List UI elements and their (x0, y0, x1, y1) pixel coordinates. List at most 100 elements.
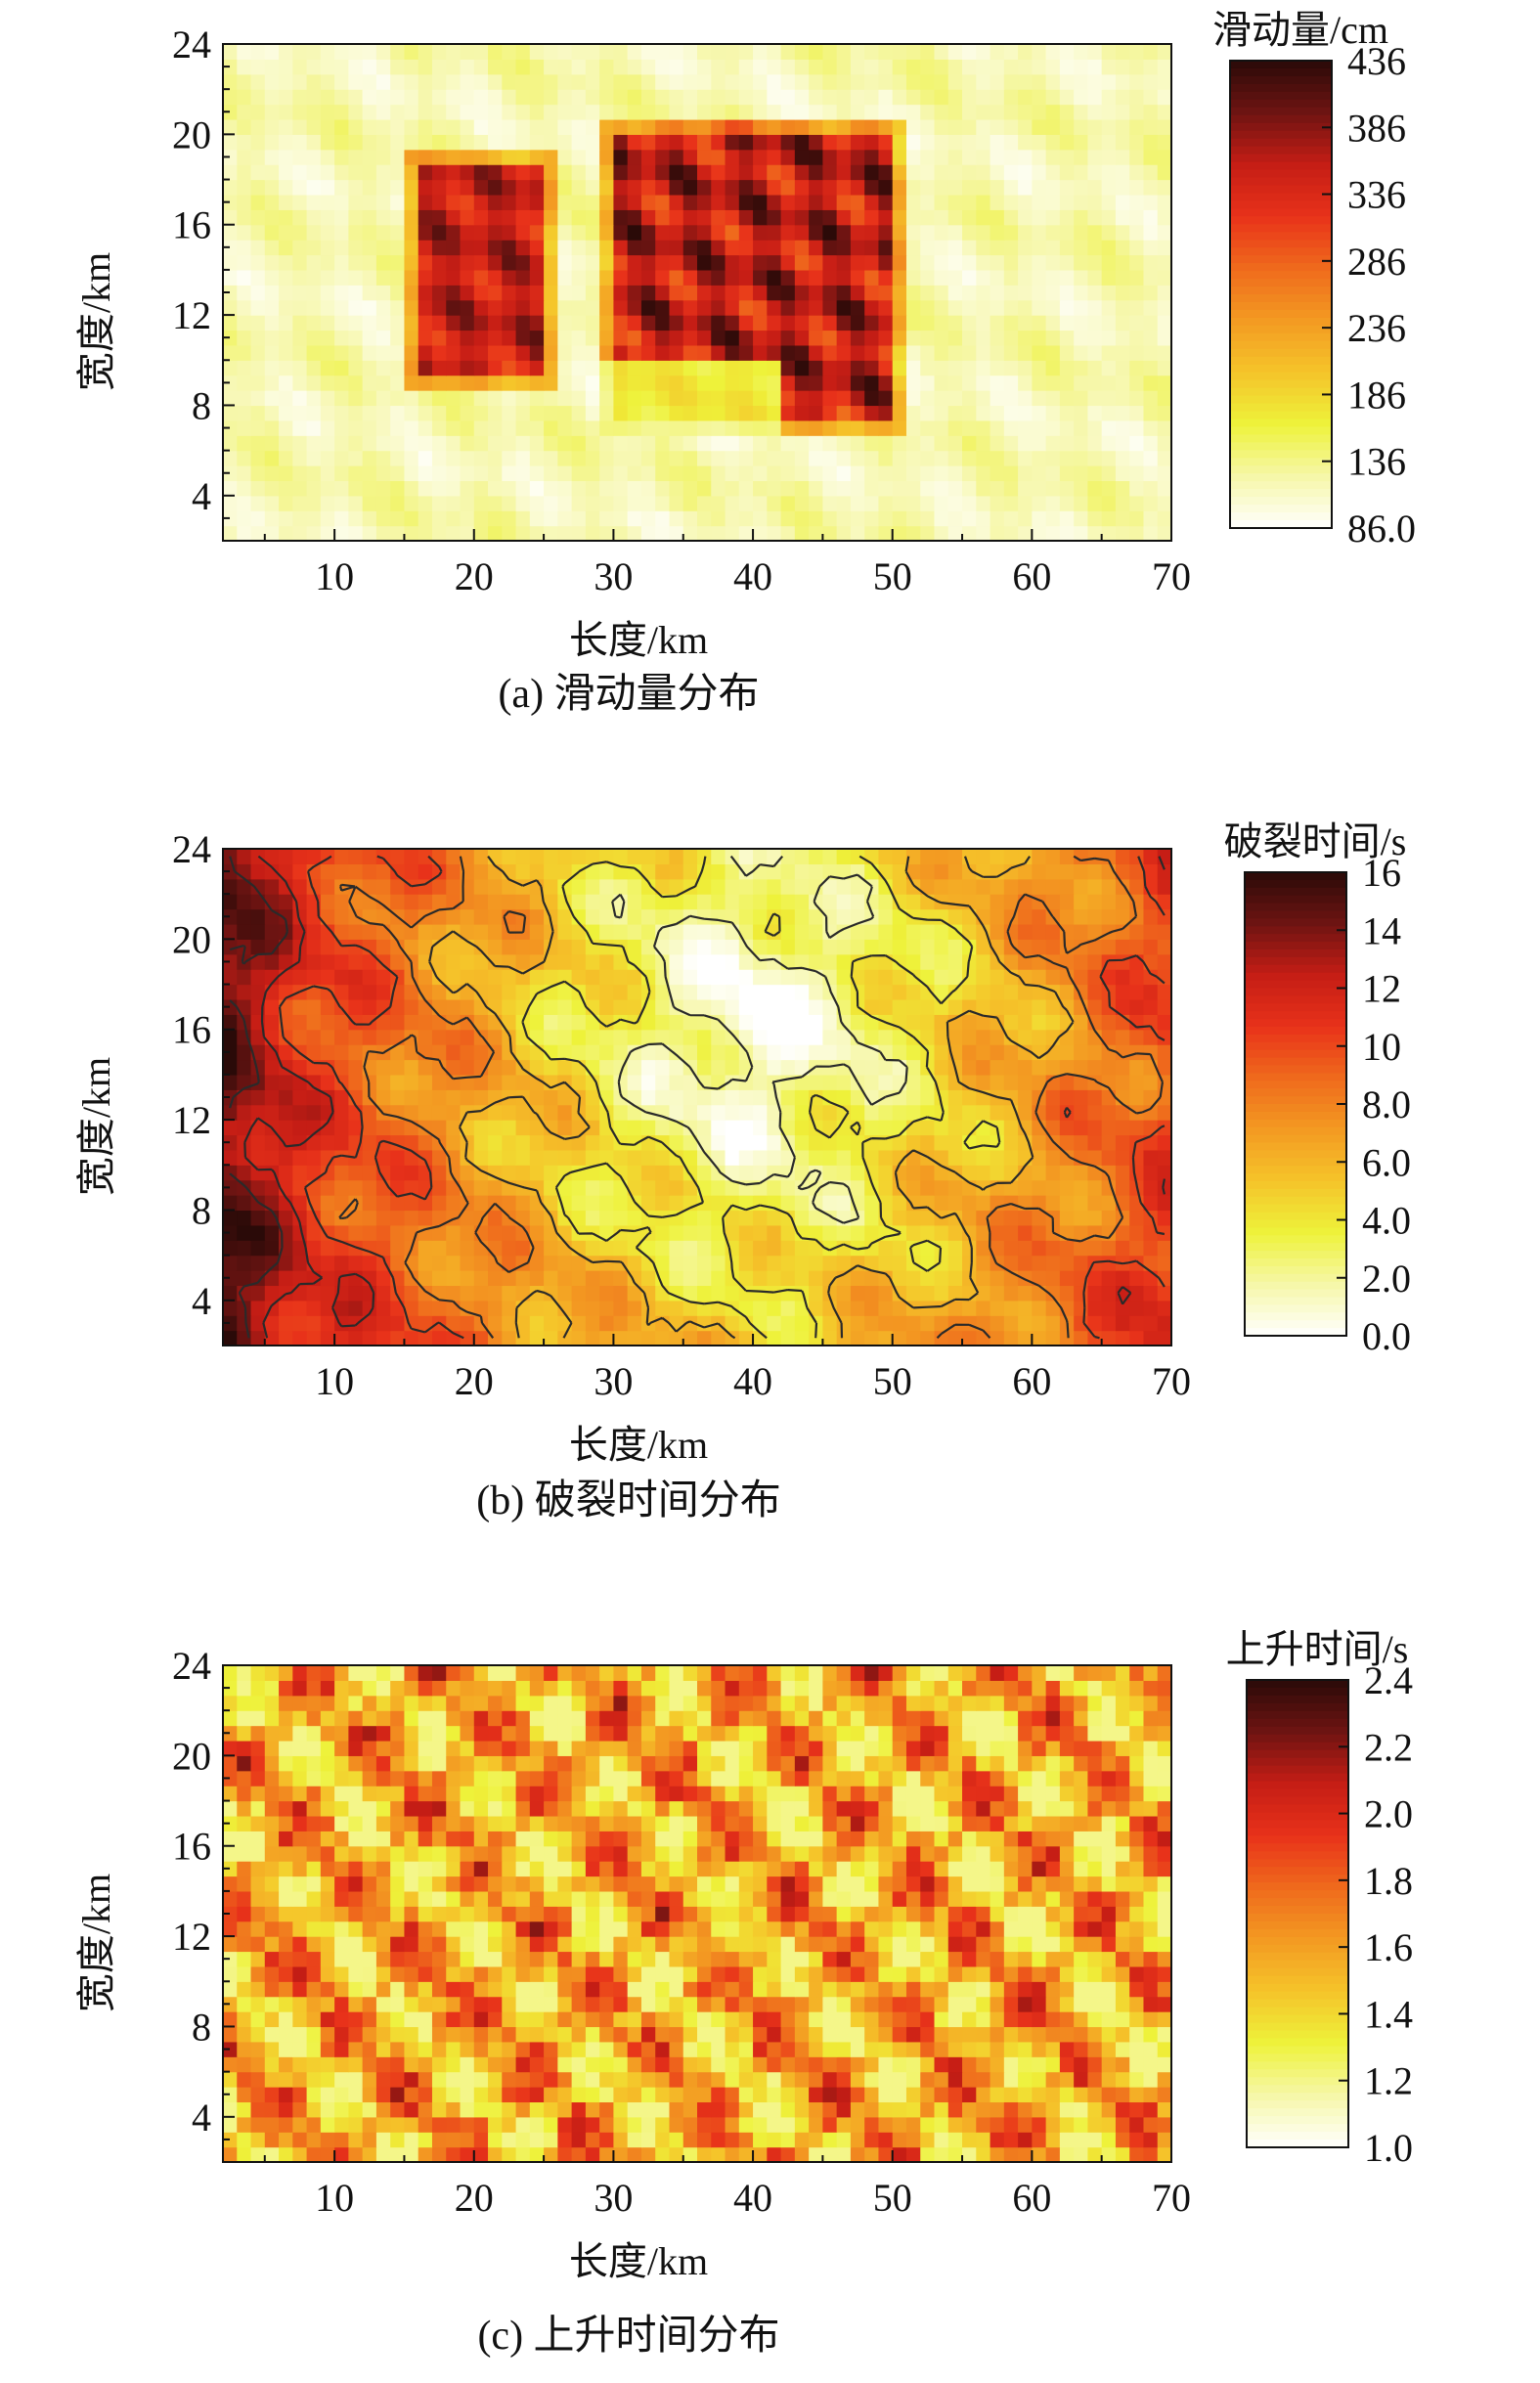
heatmap-cell (822, 1120, 838, 1136)
heatmap-cell (544, 419, 558, 436)
heatmap-cell (613, 1120, 629, 1136)
heatmap-cell (976, 224, 991, 241)
heatmap-cell (934, 953, 949, 970)
heatmap-cell (1087, 240, 1103, 256)
heatmap-cell (571, 375, 587, 391)
heatmap-cell (264, 254, 280, 271)
heatmap-cell (850, 939, 865, 955)
heatmap-cell (557, 2116, 573, 2133)
heatmap-cell (1143, 525, 1159, 542)
heatmap-cell (1087, 450, 1103, 466)
heatmap-cell (264, 1134, 280, 1151)
heatmap-cell (571, 269, 587, 286)
heatmap-cell (780, 1089, 796, 1106)
heatmap-cell (878, 2116, 894, 2133)
heatmap-cell (264, 360, 280, 376)
heatmap-cell (334, 894, 349, 910)
heatmap-cell (878, 344, 894, 361)
heatmap-cell (711, 44, 726, 60)
heatmap-cell (404, 939, 419, 955)
heatmap-cell (780, 849, 796, 864)
heatmap-cell (264, 209, 280, 226)
heatmap-cell (920, 465, 936, 482)
heatmap-cell (962, 390, 977, 407)
heatmap-cell (320, 480, 335, 497)
heatmap-cell (905, 299, 921, 316)
heatmap-cell (794, 315, 810, 331)
heatmap-cell (404, 984, 419, 1000)
colorbar-band (1230, 232, 1332, 241)
colorbar-band (1245, 918, 1346, 927)
heatmap-cell (947, 1285, 963, 1302)
heatmap-cell (390, 998, 406, 1015)
heatmap-cell (585, 480, 600, 497)
heatmap-cell (669, 435, 684, 452)
heatmap-cell (1032, 1059, 1047, 1076)
heatmap-cell (250, 179, 266, 196)
heatmap-cell (544, 1014, 558, 1031)
heatmap-cell (1143, 1104, 1159, 1121)
heatmap-cell (627, 894, 642, 910)
heatmap-cell (1045, 1120, 1061, 1136)
heatmap-cell (878, 1285, 894, 1302)
colorbar-band (1245, 1019, 1346, 1028)
heatmap-cell (557, 344, 573, 361)
heatmap-cell (738, 1074, 754, 1090)
heatmap-cell (767, 224, 782, 241)
heatmap-cell (990, 510, 1005, 527)
heatmap-cell (348, 1059, 364, 1076)
heatmap-cell (627, 435, 642, 452)
heatmap-cell (418, 194, 433, 210)
heatmap-cell (1129, 894, 1145, 910)
heatmap-cell (697, 1270, 712, 1287)
heatmap-cell (669, 254, 684, 271)
heatmap-cell (809, 984, 823, 1000)
heatmap-cell (809, 1240, 823, 1257)
heatmap-cell (613, 1210, 629, 1226)
heatmap-cell (502, 360, 517, 376)
heatmap-cell (1074, 149, 1089, 165)
heatmap-cell (334, 2101, 349, 2118)
heatmap-cell (1115, 1029, 1130, 1045)
heatmap-cell (1074, 1014, 1089, 1031)
heatmap-cell (306, 525, 322, 542)
heatmap-cell (753, 510, 768, 527)
heatmap-cell (1143, 134, 1159, 151)
heatmap-cell (697, 89, 712, 106)
heatmap-cell (1087, 299, 1103, 316)
heatmap-cell (864, 953, 880, 970)
heatmap-cell (544, 1240, 558, 1257)
heatmap-cell (502, 1014, 517, 1031)
heatmap-cell (264, 1255, 280, 1271)
heatmap-cell (934, 104, 949, 120)
heatmap-cell (753, 1134, 768, 1151)
heatmap-cell (1129, 375, 1145, 391)
heatmap-cell (794, 2146, 810, 2163)
heatmap-cell (1115, 480, 1130, 497)
heatmap-cell (1074, 863, 1089, 880)
heatmap-cell (809, 360, 823, 376)
heatmap-cell (669, 44, 684, 60)
heatmap-cell (250, 465, 266, 482)
heatmap-cell (334, 1195, 349, 1212)
heatmap-cell (669, 1179, 684, 1196)
heatmap-cell (223, 1149, 238, 1166)
heatmap-cell (264, 269, 280, 286)
heatmap-cell (1074, 285, 1089, 301)
heatmap-cell (279, 939, 293, 955)
heatmap-cell (1157, 1240, 1172, 1257)
heatmap-cell (250, 285, 266, 301)
heatmap-cell (529, 939, 545, 955)
heatmap-cell (279, 269, 293, 286)
colorbar-band (1230, 379, 1332, 389)
heatmap-cell (767, 1330, 782, 1346)
heatmap-cell (264, 435, 280, 452)
heatmap-cell (1003, 299, 1019, 316)
heatmap-cell (1003, 435, 1019, 452)
heatmap-cell (850, 450, 865, 466)
heatmap-cell (306, 1330, 322, 1346)
heatmap-cell (306, 480, 322, 497)
heatmap-cell (348, 59, 364, 75)
heatmap-cell (1003, 1285, 1019, 1302)
heatmap-cell (1129, 344, 1145, 361)
